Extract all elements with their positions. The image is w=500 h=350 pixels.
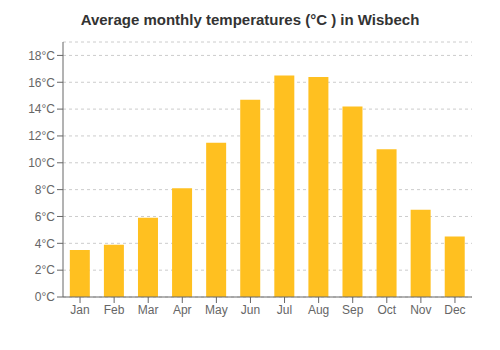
svg-text:16°C: 16°C bbox=[28, 76, 55, 90]
svg-text:Jul: Jul bbox=[277, 303, 292, 317]
svg-text:Aug: Aug bbox=[308, 303, 329, 317]
svg-text:Jan: Jan bbox=[70, 303, 89, 317]
svg-text:6°C: 6°C bbox=[35, 210, 55, 224]
svg-text:18°C: 18°C bbox=[28, 49, 55, 63]
svg-text:10°C: 10°C bbox=[28, 156, 55, 170]
svg-text:Mar: Mar bbox=[138, 303, 159, 317]
svg-text:8°C: 8°C bbox=[35, 183, 55, 197]
svg-text:Oct: Oct bbox=[377, 303, 396, 317]
svg-text:May: May bbox=[205, 303, 228, 317]
svg-text:Dec: Dec bbox=[444, 303, 465, 317]
svg-text:Nov: Nov bbox=[410, 303, 431, 317]
svg-text:4°C: 4°C bbox=[35, 237, 55, 251]
svg-text:Feb: Feb bbox=[104, 303, 125, 317]
html-text:Average monthly temperatures (: Average monthly temperatures (°C ) in Wi… bbox=[80, 11, 420, 28]
svg-text:Sep: Sep bbox=[342, 303, 364, 317]
svg-text:Apr: Apr bbox=[173, 303, 192, 317]
svg-text:Jun: Jun bbox=[241, 303, 260, 317]
svg-text:14°C: 14°C bbox=[28, 102, 55, 116]
svg-text:12°C: 12°C bbox=[28, 129, 55, 143]
svg-text:2°C: 2°C bbox=[35, 263, 55, 277]
svg-text:0°C: 0°C bbox=[35, 290, 55, 304]
